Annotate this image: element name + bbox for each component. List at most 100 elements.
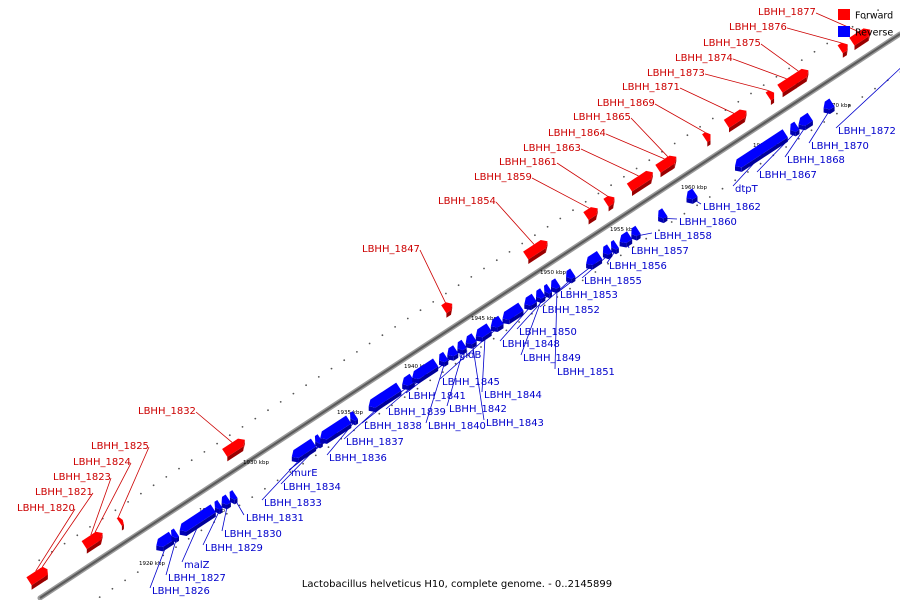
minor-tick: [356, 351, 358, 353]
gene-lbhh-1845: [490, 315, 504, 332]
gene-tip-face: [613, 197, 615, 209]
gene-tip-face: [368, 406, 376, 413]
minor-tick: [442, 371, 444, 373]
minor-tick: [111, 587, 114, 590]
minor-tick: [416, 387, 419, 390]
gene-side-face: [509, 310, 524, 325]
gene-label-lbhh-1830: LBHH_1830: [224, 529, 282, 540]
gene-lbhh-1853: [586, 251, 603, 270]
gene-lbhh-1837: [368, 382, 402, 413]
leader-line: [481, 335, 486, 393]
minor-tick: [190, 459, 193, 462]
minor-tick: [470, 276, 473, 278]
gene-tip-face: [439, 360, 445, 367]
gene-top-face: [490, 315, 504, 328]
gene-label-lbhh-1852: LBHH_1852: [542, 305, 600, 316]
gene-side-face: [830, 106, 835, 114]
minor-tick: [225, 512, 228, 515]
minor-tick: [747, 171, 749, 173]
leader-line: [808, 108, 831, 144]
scale-label: 1960 kbp: [681, 185, 707, 191]
minor-tick: [686, 134, 689, 137]
minor-tick: [711, 117, 714, 120]
minor-tick: [813, 50, 816, 53]
gene-lbhh-1860: [658, 208, 668, 224]
gene-label-lbhh-1873: LBHH_1873: [647, 68, 705, 79]
gene-side-face: [795, 129, 800, 137]
leader-line: [520, 298, 543, 356]
gene-top-face: [702, 132, 711, 143]
gene-top-face: [790, 121, 800, 132]
minor-tick: [228, 434, 231, 437]
gene-side-face: [588, 215, 597, 225]
gene-tip-face: [412, 377, 419, 384]
gene-side-face: [186, 512, 216, 536]
gene-label-lbhh-1848: LBHH_1848: [502, 339, 560, 350]
gene-side-face: [854, 36, 869, 51]
minor-tick: [432, 301, 435, 303]
gene-features: [26, 28, 871, 590]
gene-label-lbhh-1843: LBHH_1843: [486, 418, 544, 429]
gene-lbhh-1858: [631, 225, 641, 241]
minor-tick: [365, 421, 368, 423]
gene-top-face: [723, 109, 747, 128]
gene-label-lbhh-1854: LBHH_1854: [438, 196, 496, 207]
gene-label-lbhh-1875: LBHH_1875: [703, 38, 761, 49]
minor-tick: [734, 179, 737, 182]
gene-side-face: [86, 539, 101, 554]
minor-tick: [864, 17, 867, 20]
gene-top-face: [837, 42, 848, 54]
gene-lbhh-1856: [610, 240, 619, 255]
gene-side-face: [842, 50, 847, 58]
gene-top-face: [523, 240, 548, 260]
gene-lbhh-1857: [619, 231, 633, 248]
gene-label-lbhh-1871: LBHH_1871: [622, 82, 680, 93]
minor-tick: [114, 509, 117, 512]
minor-tick: [483, 267, 485, 270]
minor-tick: [775, 75, 778, 78]
minor-tick: [406, 317, 409, 320]
gene-top-face: [291, 438, 317, 458]
gene-side-face: [453, 353, 459, 361]
gene-lbhh-1841: [447, 345, 459, 361]
gene-label-lbhh-1851: LBHH_1851: [557, 367, 615, 378]
gene-tip-face: [490, 326, 498, 332]
gene-lbhh-1842: [457, 339, 467, 355]
gene-tip-face: [619, 241, 627, 248]
gene-label-lbhh-1842: LBHH_1842: [449, 404, 507, 415]
minor-tick: [492, 337, 495, 340]
minor-tick: [645, 237, 648, 240]
gene-tip-face: [611, 247, 617, 255]
leader-line: [35, 508, 76, 572]
gene-lbhh-1825: [116, 516, 124, 531]
leader-line: [554, 288, 558, 370]
minor-tick: [264, 487, 266, 490]
gene-label-lbhh-1849: LBHH_1849: [523, 353, 581, 364]
gene-lbhh-1833: [291, 438, 317, 463]
genome-track: [37, 31, 900, 600]
minor-tick: [546, 225, 549, 228]
legend-forward-label: Forward: [855, 11, 893, 22]
gene-lbhh-1821: [39, 566, 48, 581]
gene-top-face: [320, 415, 352, 440]
gene-top-face: [214, 500, 223, 510]
gene-side-face: [419, 366, 439, 384]
gene-tip-face: [229, 497, 235, 505]
gene-label-lbhh-1837: LBHH_1837: [346, 437, 404, 448]
gene-lbhh-1840: [439, 351, 449, 367]
gene-tip-face: [291, 456, 299, 463]
leader-line: [679, 87, 735, 114]
gene-tip-face: [544, 291, 550, 299]
gene-tip-face: [536, 296, 542, 304]
gene-lbhh-1844: [475, 323, 492, 342]
gene-top-face: [447, 345, 459, 357]
gene-side-face: [626, 239, 633, 248]
minor-tick: [429, 379, 432, 382]
gene-top-face: [544, 283, 552, 294]
gene-side-face: [327, 423, 352, 444]
minor-tick: [559, 217, 562, 220]
gene-side-face: [227, 446, 244, 462]
gene-tip-face: [214, 507, 220, 515]
minor-tick: [254, 417, 257, 420]
